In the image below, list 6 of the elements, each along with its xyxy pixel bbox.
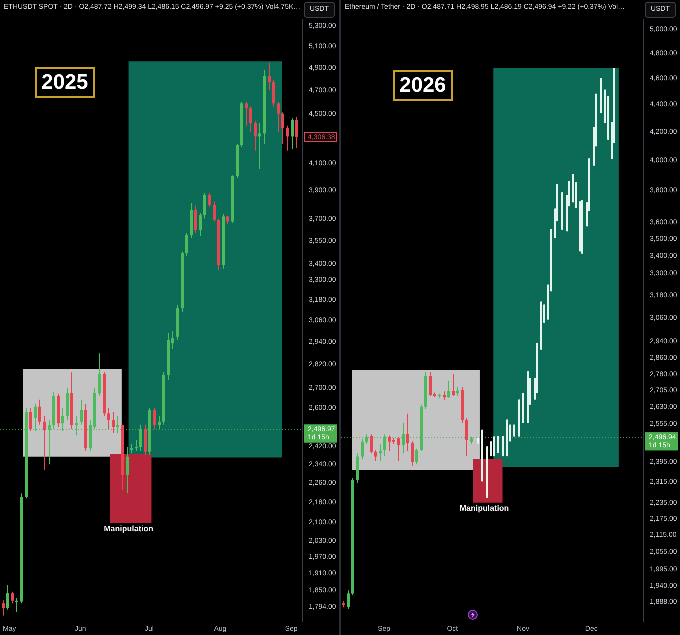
- annotation: 2025: [35, 67, 95, 98]
- annotation: Manipulation: [460, 504, 510, 514]
- annotation: Manipulation: [104, 524, 154, 534]
- annotation: 2026: [393, 70, 453, 101]
- candlestick: [258, 123, 261, 170]
- candlestick: [15, 598, 18, 612]
